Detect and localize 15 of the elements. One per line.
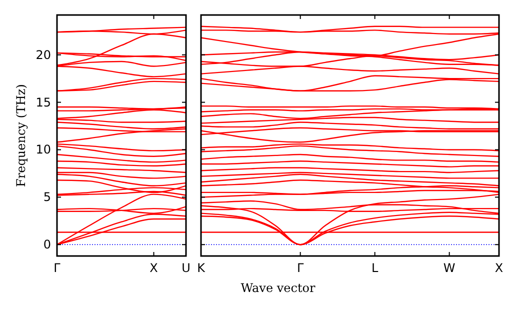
x-tick-label: L [371,261,378,275]
x-axis-title: Wave vector [240,281,316,295]
y-tick-label: 15 [36,95,51,110]
y-tick-label: 0 [43,238,51,252]
x-tick-label: Γ [296,261,304,275]
x-tick-label: Γ [54,261,61,275]
x-tick-label: W [443,261,456,275]
y-tick-label: 20 [36,48,51,62]
x-tick-label: U [182,261,190,275]
y-axis-title: Frequency (THz) [14,84,28,187]
x-tick-label: K [197,261,206,275]
y-tick-label: 5 [43,190,51,204]
x-tick-label: X [150,261,158,275]
x-tick-label: X [494,261,504,275]
y-tick-label: 10 [36,142,51,157]
